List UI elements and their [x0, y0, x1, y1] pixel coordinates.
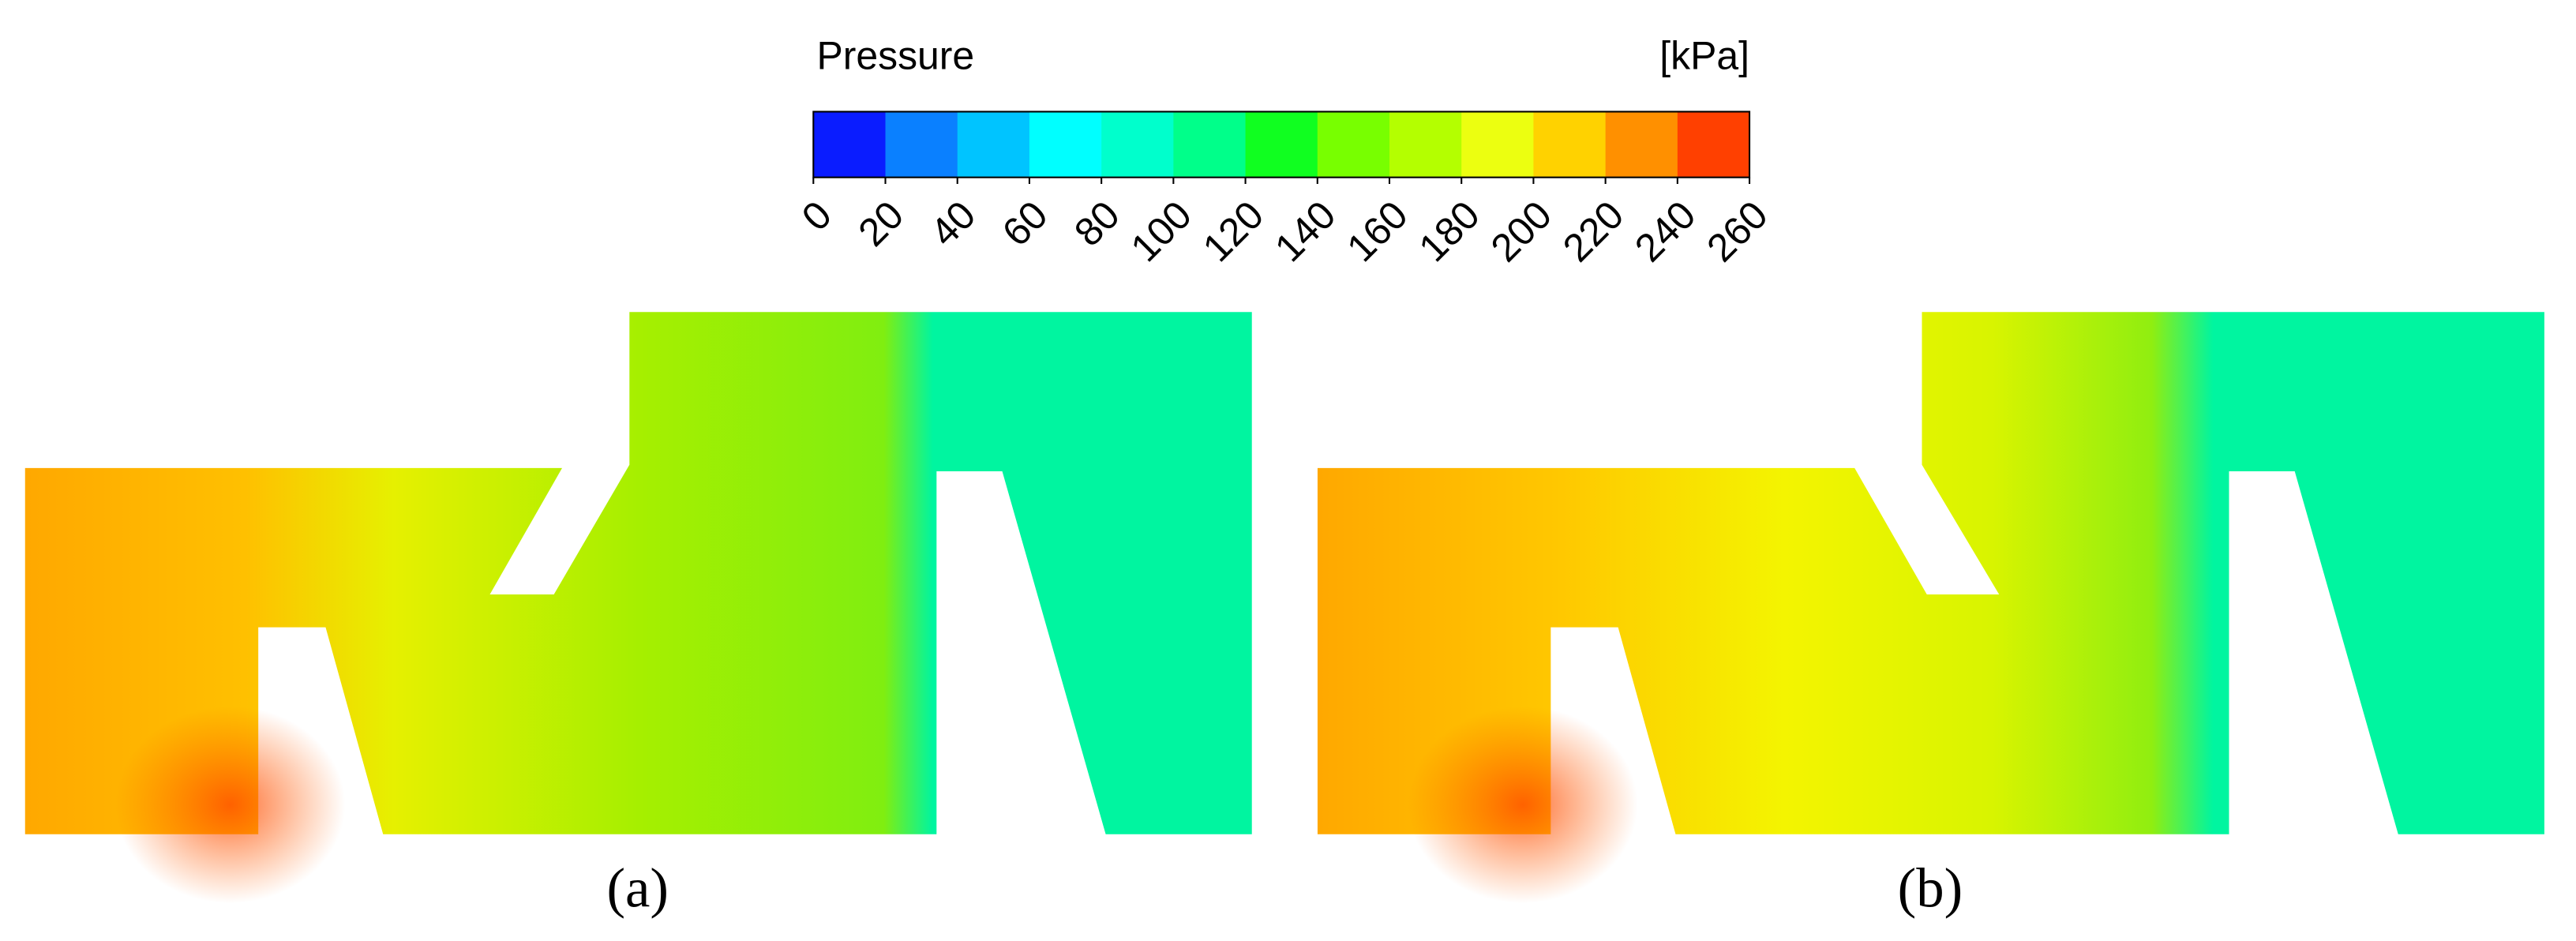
tick-label: 220 — [1554, 193, 1632, 270]
hot-spot — [115, 706, 346, 904]
pressure-field — [24, 312, 1252, 834]
tick-label: 160 — [1338, 193, 1415, 270]
color-segment — [957, 111, 1030, 178]
tick-label: 120 — [1194, 193, 1272, 270]
pressure-field — [1317, 312, 2544, 834]
color-segment — [1173, 111, 1247, 178]
color-segment — [1317, 111, 1390, 178]
color-segment — [1605, 111, 1678, 178]
tick-label: 20 — [849, 193, 912, 255]
color-segment — [1029, 111, 1102, 178]
panel-label: (b) — [1898, 857, 1963, 919]
color-segment — [1533, 111, 1607, 178]
tick-label: 140 — [1266, 193, 1344, 270]
color-segment — [1101, 111, 1174, 178]
panel-label: (a) — [606, 857, 669, 919]
tick-label: 0 — [793, 193, 840, 239]
color-segment — [813, 111, 887, 178]
colorbar-frame — [812, 111, 1751, 178]
colorbar-unit: [kPa] — [1659, 33, 1749, 77]
tick-label: 180 — [1410, 193, 1487, 270]
tick-label: 200 — [1483, 193, 1560, 270]
color-segment — [1461, 111, 1535, 178]
hot-spot — [1408, 706, 1638, 904]
color-segment — [1389, 111, 1462, 178]
panel-a-field — [24, 312, 1252, 904]
color-segment — [1245, 111, 1318, 178]
tick-label: 60 — [994, 193, 1056, 255]
tick-label: 240 — [1626, 193, 1704, 270]
color-segment — [1677, 111, 1750, 178]
tick-label: 260 — [1698, 193, 1775, 270]
colorbar-title: Pressure — [816, 33, 974, 77]
panel-b-field — [1317, 312, 2544, 904]
tick-label: 40 — [922, 193, 984, 255]
color-segment — [885, 111, 958, 178]
tick-label: 80 — [1066, 193, 1128, 255]
tick-label: 100 — [1123, 193, 1200, 270]
